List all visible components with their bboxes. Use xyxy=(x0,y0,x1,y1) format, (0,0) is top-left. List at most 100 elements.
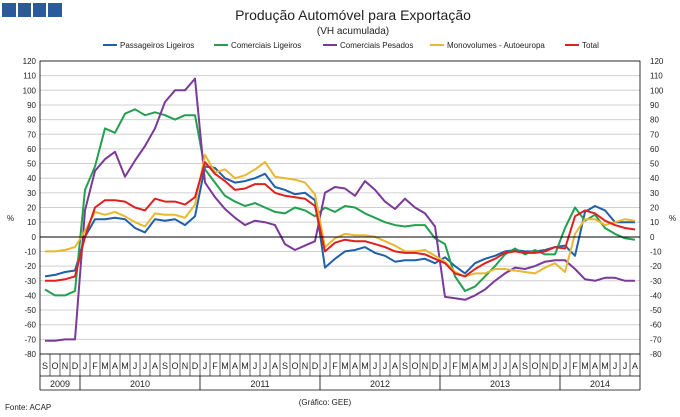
month-label: J xyxy=(443,361,448,371)
month-label: M xyxy=(241,361,249,371)
series-group xyxy=(44,77,636,342)
y-axis-left: -80 -70 -60 -50 -40 -30 -20 -10 0 10 20 30 40 50 60 70 8… xyxy=(23,57,37,359)
y-tick-label-right: 30 xyxy=(650,189,659,198)
series-line xyxy=(45,77,635,342)
series-line xyxy=(45,161,636,282)
month-label: J xyxy=(83,361,88,371)
month-label: D xyxy=(192,361,199,371)
month-label: A xyxy=(112,361,118,371)
y-axis-label-right: % xyxy=(669,214,676,223)
y-tick-label-left: 120 xyxy=(23,57,37,66)
month-label: A xyxy=(632,361,638,371)
y-tick-label-right: 40 xyxy=(650,174,659,183)
series-line xyxy=(44,108,636,297)
y-tick-label-right: 0 xyxy=(650,233,655,242)
y-tick-label-left: 110 xyxy=(23,72,36,81)
y-tick-label-right: -80 xyxy=(650,350,662,359)
month-label: S xyxy=(282,361,288,371)
month-label: J xyxy=(493,361,498,371)
y-tick-label-right: -70 xyxy=(650,335,662,344)
month-label: J xyxy=(203,361,208,371)
month-label: N xyxy=(542,361,549,371)
y-tick-label-right: 60 xyxy=(650,145,659,154)
year-label: 2009 xyxy=(50,379,70,389)
month-label: A xyxy=(152,361,158,371)
y-tick-label-right: 100 xyxy=(650,86,664,95)
month-label: F xyxy=(332,361,338,371)
year-label: 2012 xyxy=(370,379,390,389)
month-label: M xyxy=(581,361,589,371)
y-tick-label-left: -40 xyxy=(24,291,36,300)
y-tick-label-left: 40 xyxy=(27,174,36,183)
legend: Passageiros Ligeiros Comerciais Ligeiros C… xyxy=(103,41,599,50)
y-tick-label-left: 90 xyxy=(27,101,36,110)
month-label: O xyxy=(531,361,538,371)
source-text: Fonte: ACAP xyxy=(5,403,51,412)
y-tick-label-right: 90 xyxy=(650,101,659,110)
year-label: 2010 xyxy=(130,379,150,389)
month-label: F xyxy=(92,361,98,371)
month-label: M xyxy=(221,361,229,371)
month-label: S xyxy=(522,361,528,371)
y-tick-label-right: 50 xyxy=(650,160,659,169)
month-label: N xyxy=(182,361,189,371)
year-label: 2013 xyxy=(490,379,510,389)
y-axis-right: -80 -70 -60 -50 -40 -30 -20 -10 0 10 20 30 40 50 60 70 8… xyxy=(650,57,664,359)
y-tick-label-right: -50 xyxy=(650,306,662,315)
month-label: M xyxy=(481,361,489,371)
year-label: 2011 xyxy=(250,379,269,389)
month-label: J xyxy=(383,361,388,371)
month-label: S xyxy=(402,361,408,371)
month-label: A xyxy=(392,361,398,371)
y-tick-label-left: 80 xyxy=(27,116,36,125)
y-tick-label-left: 30 xyxy=(27,189,36,198)
month-label: J xyxy=(133,361,138,371)
y-tick-label-left: 10 xyxy=(27,218,36,227)
y-tick-label-left: 50 xyxy=(27,160,36,169)
y-tick-label-right: -30 xyxy=(650,277,662,286)
y-tick-label-left: 20 xyxy=(27,204,36,213)
y-tick-label-left: -70 xyxy=(24,335,36,344)
y-tick-label-left: 100 xyxy=(23,86,37,95)
y-tick-label-left: 0 xyxy=(32,233,37,242)
legend-label: Monovolumes - Autoeuropa xyxy=(447,41,545,50)
month-label: J xyxy=(323,361,328,371)
y-axis-label-left: % xyxy=(7,214,14,223)
legend-label: Passageiros Ligeiros xyxy=(120,41,194,50)
month-label: N xyxy=(62,361,69,371)
month-label: M xyxy=(461,361,469,371)
month-label: M xyxy=(101,361,109,371)
y-tick-label-left: -30 xyxy=(24,277,36,286)
month-label: F xyxy=(452,361,458,371)
month-label: J xyxy=(253,361,258,371)
month-label: J xyxy=(613,361,618,371)
month-label: N xyxy=(422,361,429,371)
legend-label: Comerciais Pesados xyxy=(340,41,413,50)
month-label: D xyxy=(72,361,79,371)
month-label: N xyxy=(302,361,309,371)
month-label: M xyxy=(341,361,349,371)
month-label: J xyxy=(263,361,268,371)
y-tick-label-left: -80 xyxy=(24,350,36,359)
y-tick-label-right: 80 xyxy=(650,116,659,125)
legend-label: Comerciais Ligeiros xyxy=(231,41,301,50)
month-label: A xyxy=(272,361,278,371)
month-label: D xyxy=(552,361,559,371)
month-label: F xyxy=(572,361,578,371)
month-label: D xyxy=(312,361,319,371)
month-label: J xyxy=(623,361,628,371)
y-tick-label-right: -60 xyxy=(650,321,662,330)
grid xyxy=(40,60,640,355)
y-tick-label-right: 110 xyxy=(650,72,663,81)
month-label: F xyxy=(212,361,218,371)
y-tick-label-right: -10 xyxy=(650,247,662,256)
y-tick-label-right: 20 xyxy=(650,204,659,213)
y-tick-label-left: 60 xyxy=(27,145,36,154)
month-label: M xyxy=(361,361,369,371)
month-label: J xyxy=(563,361,568,371)
month-label: S xyxy=(42,361,48,371)
month-label: A xyxy=(512,361,518,371)
y-tick-label-left: 70 xyxy=(27,130,36,139)
